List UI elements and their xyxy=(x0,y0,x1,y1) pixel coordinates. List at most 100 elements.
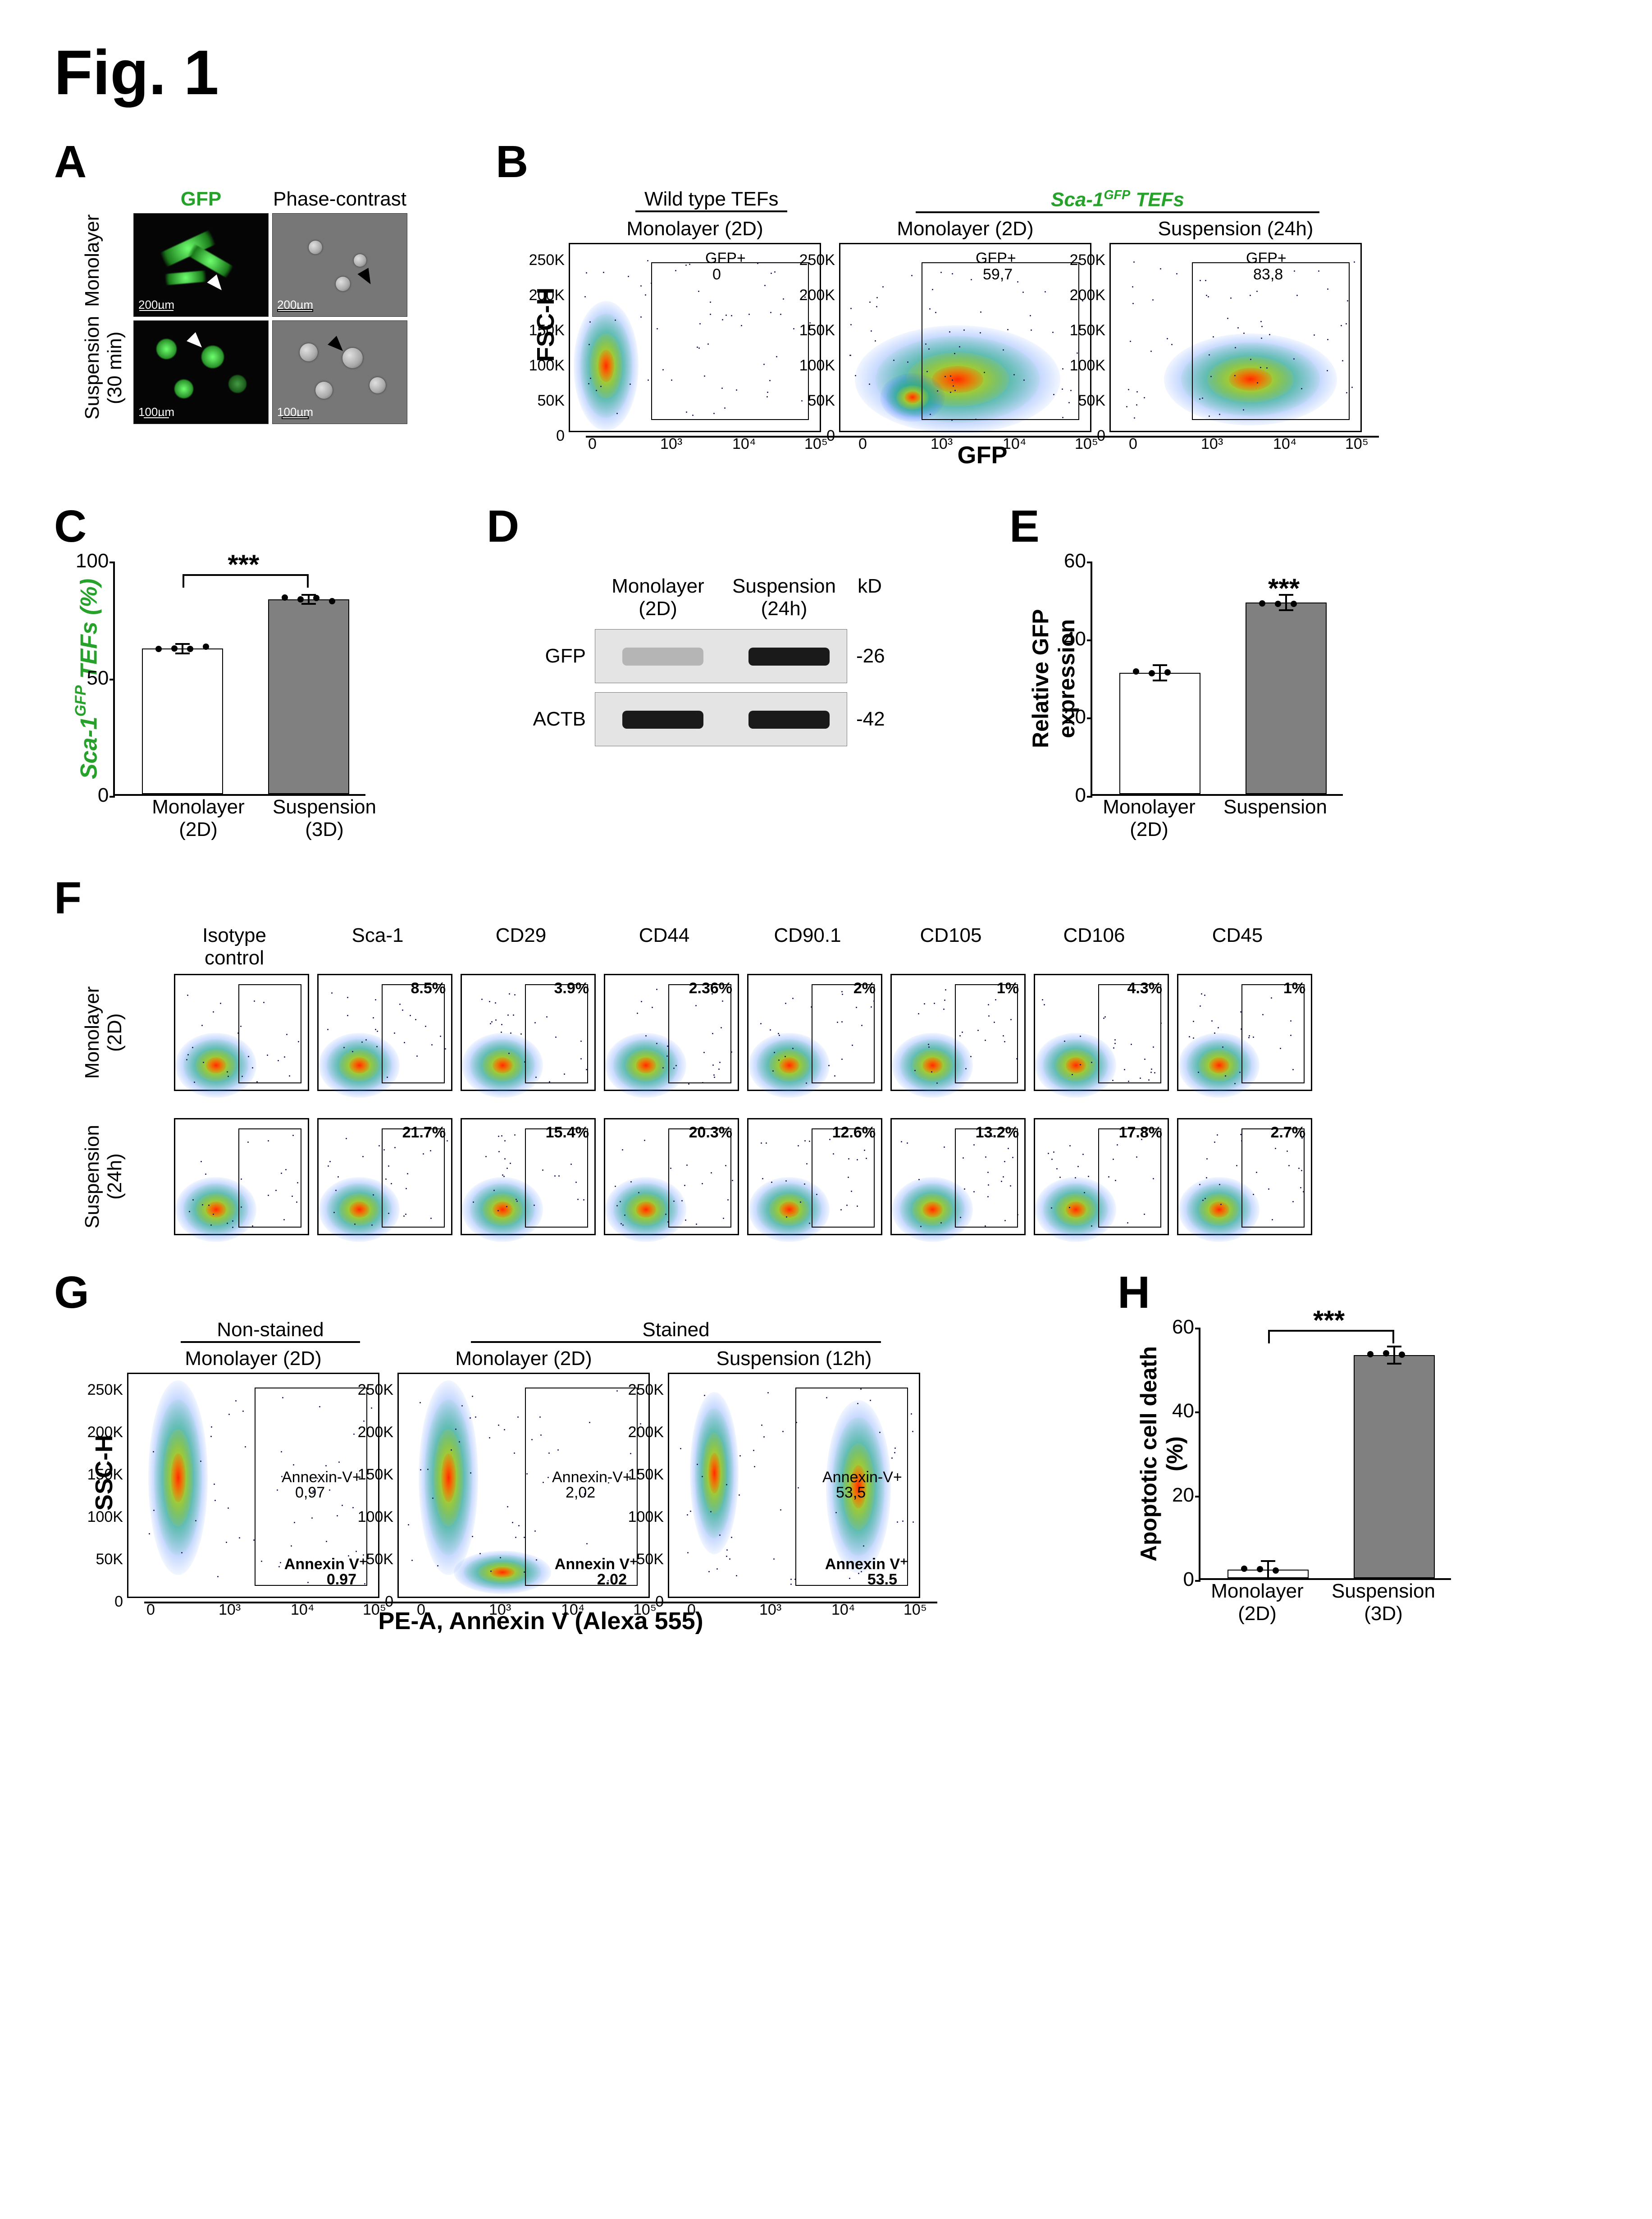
C-chart-ytick-100: 100 xyxy=(76,550,115,572)
D-band-GFP-1 xyxy=(748,648,830,666)
F-val-0-7: 1% xyxy=(1283,980,1305,997)
E-chart-bar-1 xyxy=(1246,603,1327,794)
D-row-label-1: ACTB xyxy=(514,708,586,731)
B-plot-title-0: Monolayer (2D) xyxy=(569,218,821,240)
G-plot-0: Monolayer (2D) Annexin-V+0,97Annexin V⁺0… xyxy=(127,1347,379,1598)
H-chart-ytick-40: 40 xyxy=(1172,1400,1200,1422)
B-plot-0: Monolayer (2D) GFP+0050K100K150K200K250K… xyxy=(569,218,821,432)
F-val-0-4: 2% xyxy=(853,980,876,997)
panel-G: G Non-stained Stained SSC-H Monolayer (2… xyxy=(54,1267,1091,1635)
F-val-1-5: 13.2% xyxy=(976,1124,1019,1141)
C-chart-xlab-1: Suspension (3D) xyxy=(261,796,388,841)
G-gate-bold-val-1: 2.02 xyxy=(597,1571,627,1589)
F-marker-7: CD45 xyxy=(1170,924,1305,969)
B-group1: Wild type TEFs xyxy=(635,188,787,212)
E-chart-ytick-60: 60 xyxy=(1064,550,1092,572)
C-chart-xlab-0: Monolayer (2D) xyxy=(135,796,261,841)
panel-letter-E: E xyxy=(1009,501,1415,552)
F-marker-0: Isotype control xyxy=(167,924,302,969)
F-val-0-2: 3.9% xyxy=(554,980,589,997)
F-plot-1-1: 21.7% xyxy=(317,1118,452,1235)
F-marker-2: CD29 xyxy=(453,924,589,969)
A-phase-monolayer: 200µm xyxy=(272,213,407,317)
A-row-label-0: Monolayer xyxy=(81,209,126,312)
A-gfp-suspension: 100µm xyxy=(133,320,269,424)
D-blot-0 xyxy=(595,629,847,683)
D-lane-1: Suspension (24h) xyxy=(721,575,847,620)
G-plot-title-0: Monolayer (2D) xyxy=(127,1347,379,1370)
F-marker-3: CD44 xyxy=(597,924,732,969)
panel-D: D Monolayer (2D) Suspension (24h) kD GFP… xyxy=(487,501,982,755)
B-gate-val-1: 59,7 xyxy=(983,266,1013,283)
E-chart-sig: *** xyxy=(1268,573,1300,604)
E-chart-ytick-40: 40 xyxy=(1064,628,1092,650)
F-plot-1-7: 2.7% xyxy=(1177,1118,1312,1235)
E-chart-xlab-1: Suspension xyxy=(1212,796,1338,841)
F-plot-1-5: 13.2% xyxy=(890,1118,1026,1235)
F-plot-1-6: 17.8% xyxy=(1034,1118,1169,1235)
panel-letter-D: D xyxy=(487,501,982,552)
A-row-label-1: Suspension (30 min) xyxy=(81,316,126,420)
panel-letter-F: F xyxy=(54,872,1541,924)
G-group1: Non-stained xyxy=(181,1319,360,1343)
H-chart-xlab-1: Suspension (3D) xyxy=(1320,1580,1447,1625)
G-plot-1: Monolayer (2D) Annexin-V+2,02Annexin V⁺2… xyxy=(397,1347,650,1598)
panel-F: F Isotype controlSca-1CD29CD44CD90.1 CD10… xyxy=(54,872,1541,1235)
F-val-1-1: 21.7% xyxy=(402,1124,446,1141)
E-y-label: Relative GFP expression xyxy=(1027,562,1080,796)
A-col-label-gfp: GFP xyxy=(133,188,269,210)
panel-C: C Sca-1GFP TEFs (%) 050100*** Monolayer … xyxy=(54,501,460,841)
F-plot-1-0 xyxy=(174,1118,309,1235)
F-val-1-2: 15.4% xyxy=(546,1124,589,1141)
D-row-label-0: GFP xyxy=(514,645,586,667)
panel-letter-A: A xyxy=(54,136,469,188)
C-chart-bar-0 xyxy=(142,648,223,794)
F-val-0-5: 1% xyxy=(997,980,1019,997)
G-gate-inside-val-2: 53,5 xyxy=(836,1484,866,1502)
H-chart-ytick-60: 60 xyxy=(1172,1316,1200,1338)
D-kd-0: -26 xyxy=(856,645,901,667)
B-plot-1: Monolayer (2D) GFP+59,7050K100K150K200K2… xyxy=(839,218,1091,432)
G-plot-2: Suspension (12h) Annexin-V+53,5Annexin V… xyxy=(668,1347,920,1598)
D-kd-label: kD xyxy=(847,575,892,620)
F-plot-0-3: 2.36% xyxy=(604,974,739,1091)
G-group2: Stained xyxy=(471,1319,881,1343)
F-plot-0-0 xyxy=(174,974,309,1091)
A-micrograph-grid: 200µm 200µm 100 xyxy=(133,213,407,424)
G-gate-inside-val-1: 2,02 xyxy=(566,1484,595,1502)
panel-letter-B: B xyxy=(496,136,1532,188)
D-kd-1: -42 xyxy=(856,708,901,731)
F-plot-1-2: 15.4% xyxy=(461,1118,596,1235)
F-val-1-7: 2.7% xyxy=(1271,1124,1306,1141)
F-val-1-4: 12.6% xyxy=(832,1124,876,1141)
D-band-ACTB-1 xyxy=(748,711,830,729)
G-gate-bold-lab-0: Annexin V⁺ xyxy=(284,1555,367,1573)
figure-label: Fig. 1 xyxy=(54,36,1598,109)
F-marker-6: CD106 xyxy=(1027,924,1162,969)
panel-B: B Wild type TEFs Sca-1GFP TEFs FSC-H Mon… xyxy=(496,136,1532,469)
E-chart-ytick-0: 0 xyxy=(1075,784,1092,807)
panel-letter-G: G xyxy=(54,1267,1091,1319)
H-chart-xlab-0: Monolayer (2D) xyxy=(1194,1580,1320,1625)
G-gate-bold-lab-2: Annexin V⁺ xyxy=(825,1555,908,1573)
H-chart-ytick-20: 20 xyxy=(1172,1484,1200,1507)
F-val-0-1: 8.5% xyxy=(411,980,446,997)
F-marker-1: Sca-1 xyxy=(310,924,445,969)
F-plot-0-5: 1% xyxy=(890,974,1026,1091)
F-plot-0-1: 8.5% xyxy=(317,974,452,1091)
B-gate-val-2: 83,8 xyxy=(1253,266,1283,283)
F-plot-1-4: 12.6% xyxy=(747,1118,882,1235)
F-plot-0-4: 2% xyxy=(747,974,882,1091)
F-marker-4: CD90.1 xyxy=(740,924,875,969)
H-chart-ytick-0: 0 xyxy=(1183,1568,1200,1591)
F-val-1-6: 17.8% xyxy=(1119,1124,1162,1141)
D-band-GFP-0 xyxy=(622,648,703,666)
B-gate-label-0: GFP+ xyxy=(705,250,746,267)
E-chart-ytick-20: 20 xyxy=(1064,706,1092,728)
A-col-label-phase: Phase-contrast xyxy=(272,188,407,210)
F-plot-0-7: 1% xyxy=(1177,974,1312,1091)
C-chart-ytick-50: 50 xyxy=(87,667,115,689)
F-plot-1-3: 20.3% xyxy=(604,1118,739,1235)
G-gate-bold-lab-1: Annexin V⁺ xyxy=(555,1555,638,1573)
B-group2: Sca-1GFP TEFs xyxy=(916,188,1319,213)
